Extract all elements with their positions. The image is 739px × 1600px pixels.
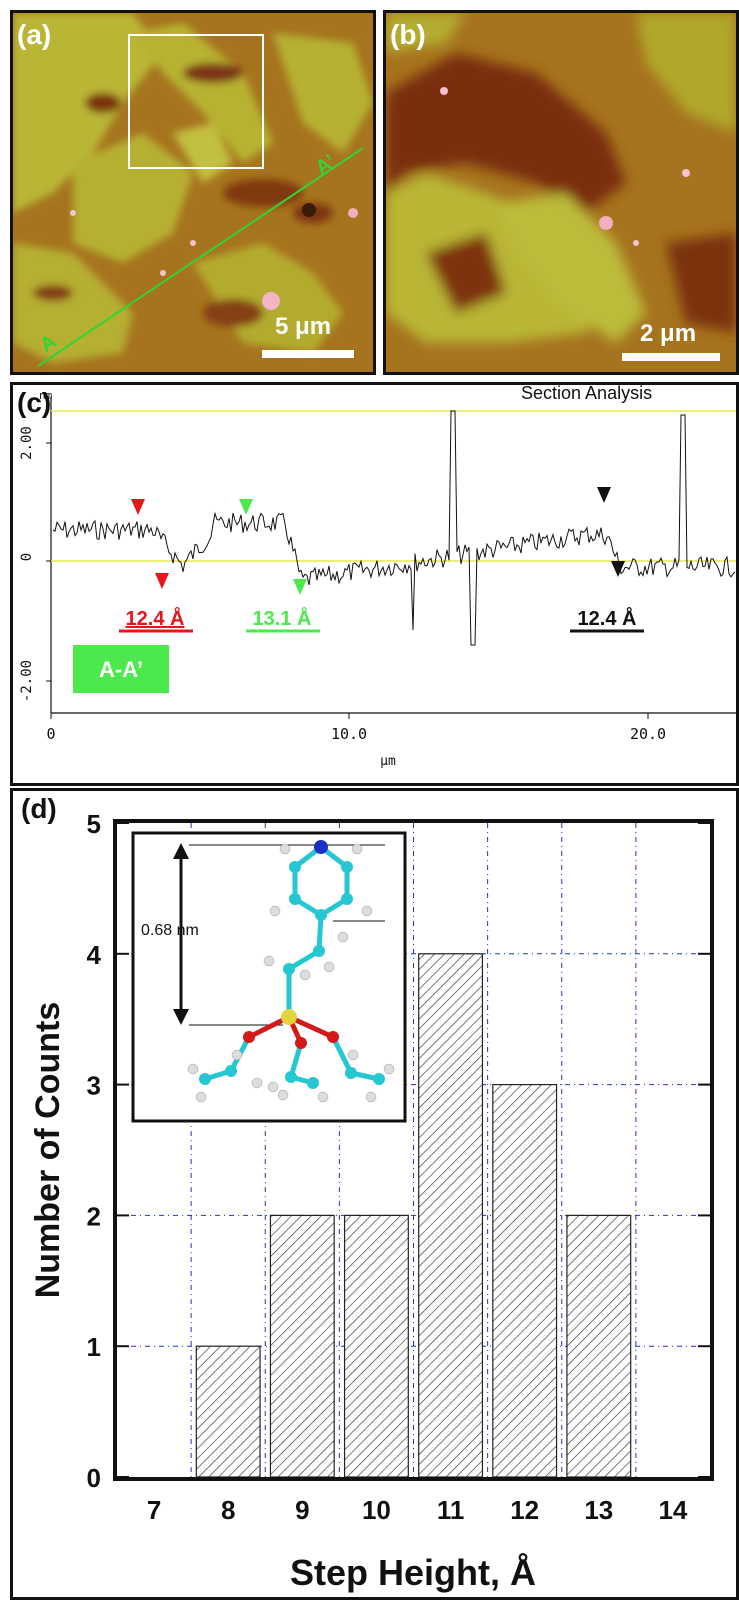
bar-10 [343,1214,409,1478]
x-tick-label: 7 [147,1495,161,1525]
step-label-black: 12.4 Å [578,606,637,630]
bars [195,953,632,1478]
afm-image-b: 2 μm (b) [383,10,739,375]
panel-label-c: (c) [17,387,52,418]
marker-black-top [597,487,611,503]
y-tick-label: 1 [87,1332,101,1362]
panel-label-a: (a) [17,19,52,50]
x-axis-label: Step Height, Å [290,1552,536,1593]
afm-image-a: A A’ 5 μm (a) [10,10,376,375]
y-ticks: 0 1 2 3 4 5 [87,809,712,1493]
scale-label-b: 2 μm [640,320,696,347]
afm-topography-b: 2 μm [386,13,736,372]
zoom-region-box [128,34,264,169]
y-axis-label: Number of Counts [29,1002,67,1299]
x-tick-label: 12 [510,1495,539,1525]
scale-label-a: 5 μm [275,313,331,340]
section-title: Section Analysis [521,385,652,403]
x-tick-label-10: 10.0 [331,725,367,743]
marker-red-top [131,499,145,515]
y-tick-label: 5 [87,809,101,839]
bar-13 [566,1214,632,1478]
molecule-inset: 0.68 nm [131,831,407,1123]
y-tick-label: 4 [87,940,102,970]
y-ticks [46,442,51,682]
x-tick-label-0: 0 [46,725,55,743]
x-axis-label: μm [380,754,396,769]
step-label-red: 12.4 Å [126,606,185,630]
y-tick-label-neg2: -2.00 [19,660,35,702]
x-tick-label: 13 [584,1495,613,1525]
bar-12 [492,1084,558,1478]
x-tick-label: 10 [362,1495,391,1525]
x-ticks [50,713,649,719]
y-tick-label: 2 [87,1201,101,1231]
marker-green-bottom [293,579,307,595]
x-tick-label: 9 [295,1495,309,1525]
section-line [37,147,364,367]
marker-black-bottom [611,561,625,577]
x-tick-label-20: 20.0 [630,725,666,743]
inset-length-label: 0.68 nm [141,922,199,939]
y-tick-label-2: 2.00 [19,426,35,460]
section-profile-plot: Section Analysis nm 2.00 0 -2.00 0 10.0 … [19,385,736,769]
scale-bar-b [622,353,720,361]
y-tick-label-0: 0 [19,553,35,561]
panel-label-b: (b) [390,19,426,50]
line-badge-label: A-A’ [99,657,143,682]
line-badge [73,645,169,693]
x-ticks: 7 8 9 10 11 12 13 14 [147,1495,688,1525]
marker-red-bottom [155,573,169,589]
y-tick-label: 0 [87,1463,101,1493]
section-analysis-panel: Section Analysis nm 2.00 0 -2.00 0 10.0 … [10,382,739,786]
height-profile-trace [52,410,736,646]
bar-9 [269,1214,335,1478]
panel-label-d: (d) [21,793,57,824]
bar-11 [418,953,484,1478]
step-label-green: 13.1 Å [253,606,312,630]
x-tick-label: 8 [221,1495,235,1525]
x-tick-label: 14 [658,1495,687,1525]
afm-topography-a: A A’ 5 μm [13,13,373,372]
scale-bar-a [262,350,354,358]
y-unit-label: nm [39,389,53,402]
plot-frame [113,819,714,1481]
x-tick-label: 11 [437,1495,465,1525]
marker-green-top [239,499,253,515]
bar-8 [195,1345,261,1478]
y-tick-label: 3 [87,1071,101,1101]
